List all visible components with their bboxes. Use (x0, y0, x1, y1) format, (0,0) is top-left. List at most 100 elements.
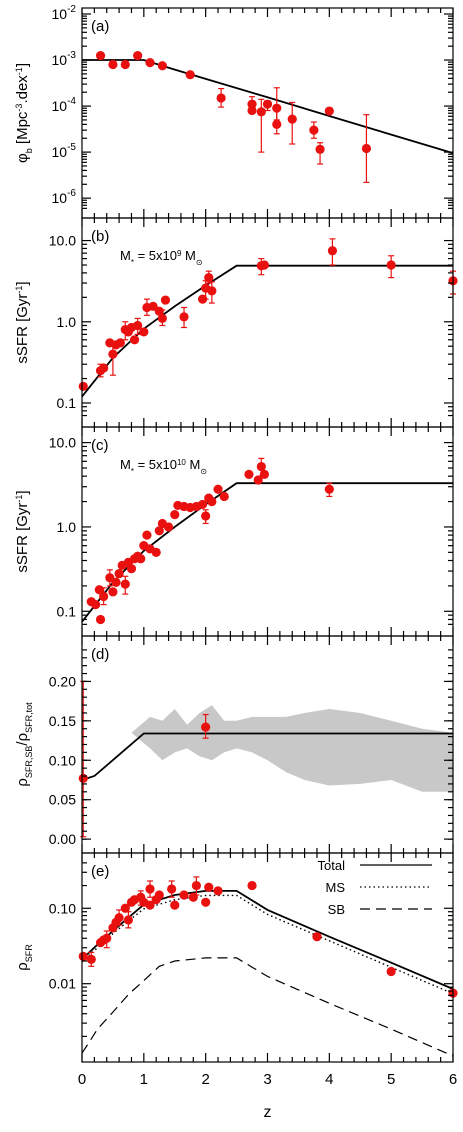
panel-frame (81, 852, 454, 1063)
y-tick-label: 0.10 (49, 752, 76, 768)
x-tick-label: 2 (201, 1071, 209, 1088)
data-point (327, 246, 338, 256)
y-tick-label: 10-6 (52, 188, 77, 206)
data-point (197, 499, 208, 510)
data-point (197, 294, 208, 304)
series-line-sb (81, 957, 454, 1057)
data-point (287, 114, 297, 124)
data-point (78, 951, 88, 962)
data-point (136, 554, 146, 564)
data-point (312, 932, 322, 942)
legend-label: SB (328, 902, 345, 917)
x-axis-title: z (264, 1104, 272, 1121)
y-axis-title: ρSFR,SB/ρSFR,tot (14, 702, 34, 787)
y-axis-title: φb [Mpc-3.dex-1] (14, 63, 34, 163)
data-point (108, 59, 118, 70)
y-tick-label: 0.1 (57, 395, 77, 411)
model-line (81, 732, 453, 781)
data-point (148, 301, 158, 311)
data-point (185, 70, 195, 80)
data-point (272, 119, 282, 129)
data-point (262, 99, 273, 109)
x-tick-label: 4 (325, 1071, 333, 1088)
data-point (114, 568, 124, 579)
mass-annotation: M* = 5x1010 M⊙ (120, 457, 207, 476)
x-tick-label: 0 (78, 1071, 86, 1088)
x-tick-label: 1 (140, 1071, 148, 1088)
data-point (213, 484, 223, 494)
data-point (157, 313, 167, 324)
data-point (145, 57, 155, 68)
data-point (139, 327, 149, 337)
y-tick-label: 1.0 (57, 519, 77, 535)
data-point (114, 913, 124, 923)
data-point (179, 312, 189, 322)
panel-label: (a) (91, 18, 109, 35)
y-tick-label: 0.1 (57, 603, 77, 619)
y-tick-label: 10.0 (49, 233, 76, 249)
data-point (129, 335, 140, 345)
mass-annotation: M* = 5x109 M⊙ (120, 248, 203, 267)
data-point (256, 107, 266, 117)
panel-label: (d) (91, 646, 109, 663)
panel-d: 0.00 0.05 0.10 0.15 0.20 (d) ρSFR,SB/ρSFR,tot (14, 635, 454, 854)
data-point (216, 93, 226, 103)
data-point (95, 614, 106, 625)
data-point (256, 461, 266, 472)
data-point (86, 954, 96, 964)
data-point (201, 897, 211, 907)
data-point (115, 338, 125, 348)
data-point (145, 884, 155, 894)
data-point (213, 886, 223, 896)
data-point (95, 50, 106, 61)
data-point (154, 306, 164, 316)
data-point (123, 915, 133, 925)
y-tick-label: 10.0 (49, 435, 76, 451)
data-point (120, 579, 130, 589)
y-tick-label: 10-2 (52, 4, 77, 22)
data-point (108, 349, 118, 359)
data-point (170, 900, 180, 910)
panel-a: 10-6 10-5 10-4 10-3 10-2 (a) φb [Mpc-3.dex-1] (14, 4, 454, 219)
legend-label: Total (318, 858, 346, 873)
data-point (78, 773, 88, 784)
panel-frame (81, 7, 454, 219)
panel-label: (e) (91, 863, 109, 880)
x-tick-label: 5 (387, 1071, 395, 1088)
y-tick-label: 10-4 (52, 96, 77, 114)
data-point (204, 272, 214, 283)
data-point (361, 143, 372, 154)
y-axis-title: sSFR [Gyr-1] (14, 490, 31, 572)
data-point (207, 496, 217, 507)
x-tick-label: 3 (263, 1071, 271, 1088)
y-tick-label: 0.20 (49, 673, 76, 689)
data-point (78, 381, 88, 392)
data-point (160, 295, 171, 305)
uncertainty-band (131, 705, 453, 792)
y-axis-title: sSFR [Gyr-1] (14, 281, 31, 363)
data-point (154, 526, 164, 536)
data-point (111, 577, 121, 588)
data-point (386, 966, 396, 977)
series-line-ms (81, 894, 454, 995)
legend-label: MS (326, 880, 346, 895)
y-tick-label: 1.0 (57, 314, 77, 330)
data-point (102, 933, 112, 943)
data-point (247, 880, 257, 891)
x-tick-label: 6 (449, 1071, 457, 1088)
data-point (157, 61, 167, 71)
data-point (324, 484, 334, 494)
data-point (133, 320, 143, 331)
data-point (309, 125, 319, 135)
data-point (247, 99, 257, 109)
panel-e: 0.01 0.10 (e) ρSFR Total MS SB (14, 852, 458, 1063)
data-point (253, 475, 263, 485)
data-point (126, 564, 137, 574)
panel-label: (c) (91, 437, 109, 454)
data-point (207, 286, 217, 296)
panel-label: (b) (91, 228, 109, 245)
y-tick-label: 10-5 (52, 142, 77, 160)
y-tick-label: 10-3 (52, 50, 77, 68)
data-point (170, 510, 180, 520)
